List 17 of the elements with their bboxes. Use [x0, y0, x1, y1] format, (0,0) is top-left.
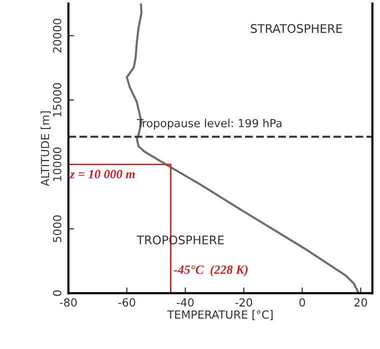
y-tick-label: 15000 [52, 83, 62, 116]
y-tick-label: 20000 [52, 18, 62, 53]
line-series [126, 3, 360, 294]
annotation: -45°C (228 K) [174, 265, 248, 276]
x-tick-label: -20 [235, 298, 252, 307]
x-tick-label: 20 [354, 298, 368, 307]
y-axis-title: ALTITUDE [m] [40, 111, 51, 186]
x-axis-title: TEMPERATURE [°C] [167, 310, 273, 320]
x-tick-label: -40 [176, 298, 194, 307]
x-tick-label: -60 [118, 298, 136, 307]
y-tick-label: 5000 [52, 215, 62, 242]
y-tick-label: 10000 [52, 147, 62, 181]
y-tick-label: 0 [52, 290, 62, 296]
x-tick-label: 0 [299, 298, 306, 307]
annotation: z = 10 000 m [70, 170, 135, 178]
annotation: STRATOSPHERE [250, 24, 342, 33]
x-tick-label: -80 [60, 298, 77, 307]
